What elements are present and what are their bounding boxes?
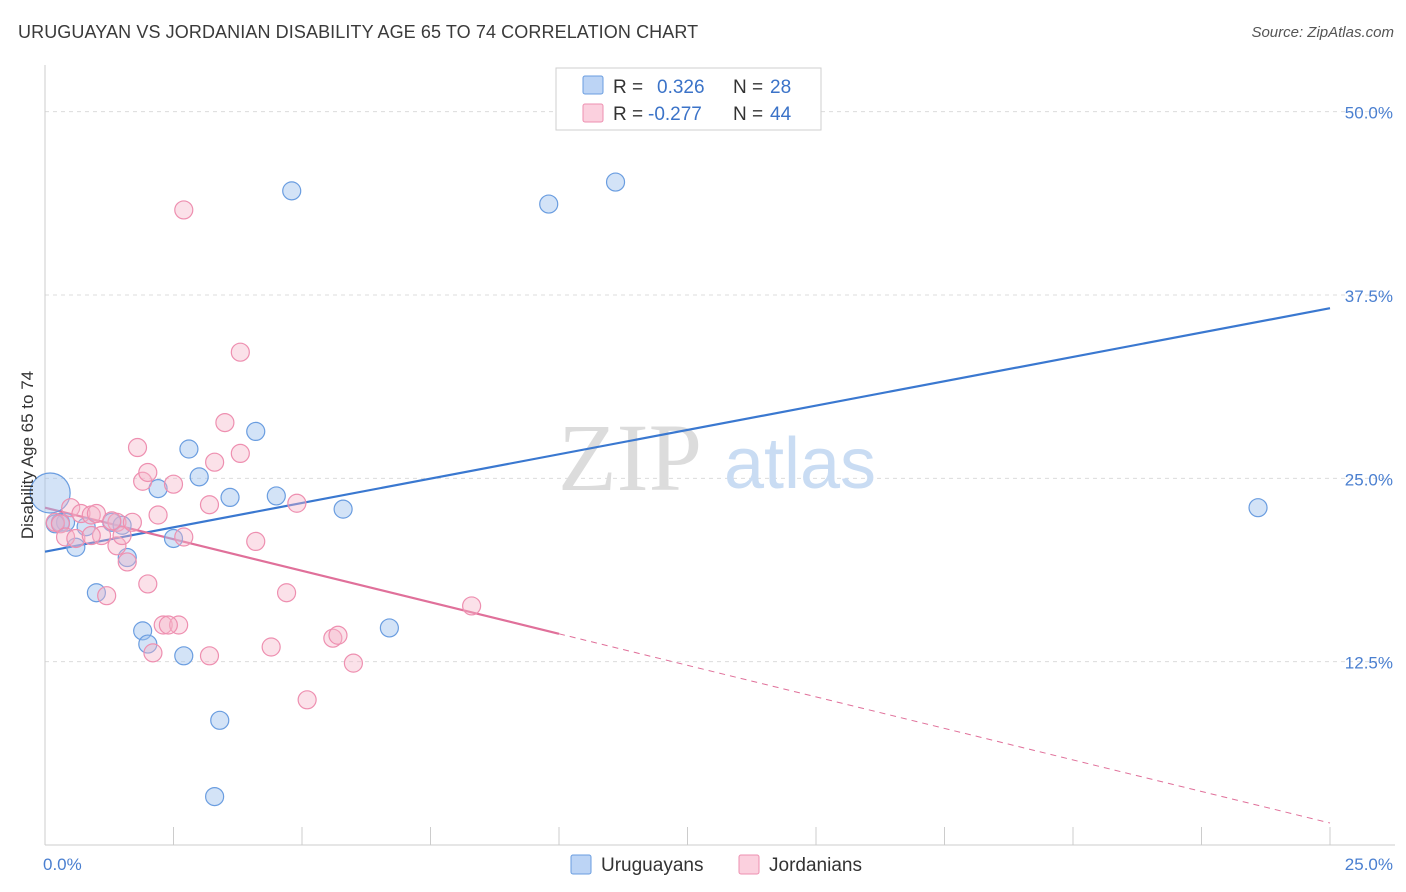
jordanian-point-13 (117, 552, 137, 572)
uruguayan-point-21 (282, 181, 302, 201)
watermark-atlas: atlas (724, 424, 876, 504)
jordanian-point-24 (174, 200, 194, 220)
uruguayan-point-19 (246, 421, 266, 441)
jordanian-point-15 (133, 471, 153, 491)
jordanian-point-31 (246, 531, 266, 552)
jordanian-point-2 (55, 527, 76, 547)
jordanian-point-43 (122, 512, 142, 532)
uruguayan-point-16 (210, 710, 230, 730)
legend-r-value-2: -0.277 (648, 104, 702, 125)
jordanian-point-22 (163, 474, 184, 494)
jordanian-point-27 (205, 452, 225, 472)
jordanian-point-23 (174, 527, 194, 547)
jordanian-point-12 (112, 525, 132, 546)
jordanian-point-26 (199, 646, 220, 666)
axes (44, 65, 1395, 846)
source-label: Source: ZipAtlas.com (1251, 24, 1394, 41)
jordanian-point-8 (91, 525, 112, 546)
y-tick-label-2: 37.5% (1345, 287, 1393, 306)
legend-n-value-1: 28 (770, 77, 791, 98)
jordanian-point-28 (215, 413, 235, 433)
y-tick-label-3: 50.0% (1345, 104, 1393, 123)
jordanian-point-19 (169, 615, 189, 635)
x-tick-label-0: 0.0% (43, 855, 82, 874)
jordanian-point-11 (107, 536, 127, 556)
watermark-zip: ZIP (558, 404, 702, 511)
bottom-legend-uruguayans: Uruguayans (601, 855, 703, 876)
jordanian-point-25 (199, 495, 220, 515)
jordanian-point-33 (276, 583, 297, 603)
uruguayan-point-17 (205, 786, 225, 807)
correlation-legend: R = 0.326 N = 28 R = -0.277 N = 44 (555, 67, 822, 131)
uruguayan-point-10 (138, 634, 158, 654)
series-legend: Uruguayans Jordanians (570, 854, 862, 876)
uruguayan-point-15 (189, 467, 209, 487)
jordanian-point-38 (343, 653, 363, 673)
bottom-legend-jordanians: Jordanians (769, 855, 862, 876)
jordanian-point-39 (462, 596, 482, 616)
legend-swatch-jordanians (582, 103, 604, 123)
y-tick-label-1: 25.0% (1345, 470, 1393, 489)
jordanian-point-40 (158, 615, 178, 635)
jordanian-point-9 (97, 586, 117, 606)
legend-n-value-2: 44 (770, 104, 792, 125)
jordanian-point-14 (127, 437, 148, 458)
legend-swatch-uruguayans (582, 75, 604, 95)
uruguayan-point-18 (220, 487, 240, 507)
data-points (29, 172, 1268, 807)
jordanian-point-20 (148, 505, 168, 525)
uruguayan-point-13 (174, 646, 194, 666)
legend-r-value-1: 0.326 (657, 77, 705, 98)
jordanian-point-17 (138, 574, 158, 594)
jordanian-point-16 (138, 462, 158, 483)
uruguayan-point-11 (148, 479, 168, 499)
jordanian-point-5 (71, 503, 91, 524)
jordanian-point-29 (230, 342, 250, 362)
uruguayan-point-14 (179, 439, 199, 459)
y-tick-label-0: 12.5% (1345, 654, 1393, 673)
uruguayan-point-22 (333, 499, 353, 519)
uruguayan-point-26 (1248, 498, 1268, 518)
jordanian-point-36 (323, 628, 343, 648)
jordanian-point-7 (86, 503, 107, 524)
jordanian-point-4 (66, 528, 86, 549)
uruguayan-point-0 (29, 472, 71, 514)
jordanian-point-32 (261, 637, 281, 657)
jordanian-point-35 (297, 690, 317, 710)
watermark: ZIP atlas (558, 404, 876, 511)
jordanian-point-34 (287, 493, 307, 513)
jordanian-point-37 (328, 625, 348, 645)
jordanian-point-18 (153, 615, 173, 635)
chart-title: URUGUAYAN VS JORDANIAN DISABILITY AGE 65… (18, 22, 699, 42)
uruguayan-point-20 (266, 486, 286, 506)
bottom-legend-swatch-jordanians (738, 854, 760, 875)
jordanian-point-42 (81, 525, 101, 546)
tick-labels: 12.5% 25.0% 37.5% 50.0% 0.0% 25.0% (43, 104, 1393, 874)
uruguayan-point-25 (605, 172, 626, 192)
bottom-legend-swatch-uruguayans (570, 854, 592, 875)
legend-r-label-1: R = (613, 77, 643, 98)
y-axis-label: Disability Age 65 to 74 (18, 371, 37, 539)
x-tick-label-1: 25.0% (1345, 855, 1393, 874)
jordanians-trend-extension (558, 633, 1331, 824)
legend-n-label-2: N = (733, 104, 763, 125)
legend-n-label-1: N = (733, 77, 763, 98)
legend-r-label-2: R = (613, 104, 643, 125)
uruguayan-point-12 (163, 528, 184, 549)
uruguayans-trend-line (44, 307, 1331, 553)
jordanian-point-41 (102, 511, 122, 531)
uruguayan-point-24 (539, 194, 559, 214)
jordanian-point-30 (230, 443, 250, 463)
jordanian-point-3 (61, 498, 81, 518)
uruguayan-point-23 (379, 618, 399, 638)
grid-lines (45, 111, 1390, 663)
jordanian-point-21 (143, 643, 163, 663)
trend-lines (44, 307, 1331, 824)
